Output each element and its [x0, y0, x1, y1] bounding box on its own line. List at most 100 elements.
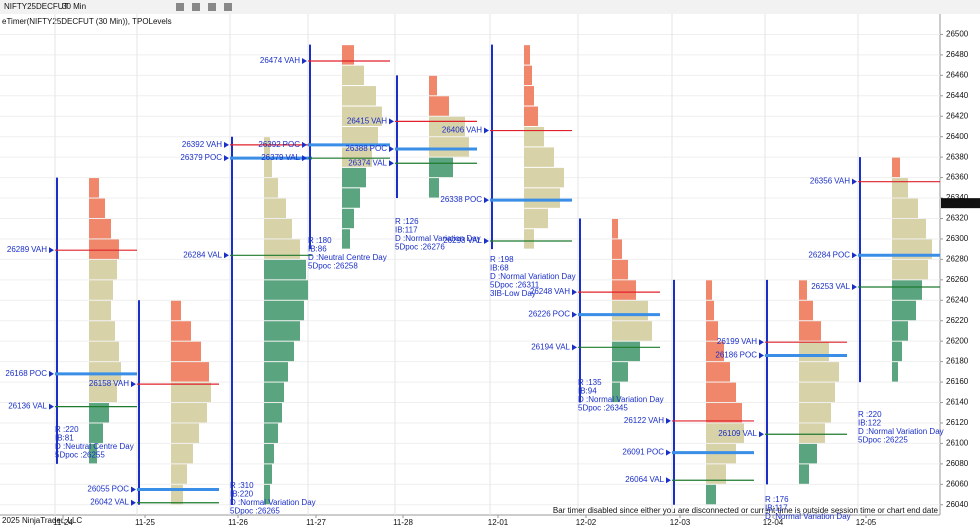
profile-bar	[89, 403, 109, 423]
session-note: IB:122	[858, 419, 882, 428]
profile-bar	[342, 229, 350, 249]
profile-bar	[171, 300, 181, 321]
session-note: 5Dpoc :26225	[858, 436, 908, 445]
session-note: R :176	[765, 495, 789, 504]
session-note: R :310	[230, 481, 254, 490]
level-value: 26379	[180, 153, 203, 162]
y-tick-label: 26440	[946, 91, 969, 100]
level-label: 26122 VAH	[624, 416, 664, 425]
profile-bar	[706, 403, 742, 423]
level-value: 26474	[260, 56, 283, 65]
profile-bar	[706, 423, 744, 443]
x-tick-label: 12-02	[576, 518, 597, 527]
profile-bar	[429, 75, 437, 96]
level-value: 26338	[440, 195, 463, 204]
level-value: 26284	[183, 250, 206, 259]
profile-bar	[264, 198, 286, 218]
y-tick-label: 26160	[946, 377, 969, 386]
profile-bar	[89, 443, 97, 464]
profile-bar	[264, 259, 306, 280]
profile-bar	[612, 300, 648, 321]
symbol[interactable]: NIFTY25DECFUT	[4, 2, 69, 11]
level-label: 26042 VAL	[90, 498, 129, 507]
level-marker	[484, 197, 489, 204]
session-note: IB:86	[308, 245, 327, 254]
profile-bar	[342, 106, 382, 126]
profile-bar	[892, 178, 908, 198]
level-kind: POC	[112, 485, 130, 494]
profile-bar	[892, 280, 922, 300]
level-label: 26392 VAH	[182, 140, 222, 149]
profile-bar	[171, 382, 211, 403]
level-label: 26298 VAL	[443, 236, 482, 245]
y-tick-label: 26200	[946, 336, 969, 345]
level-marker	[484, 237, 489, 244]
level-label: 26338 POC	[440, 195, 482, 204]
profile-bar	[429, 178, 439, 198]
level-label: 26248 VAH	[530, 287, 570, 296]
level-label: 26168 POC	[5, 369, 47, 378]
session-note: D :Normal Variation Day	[858, 427, 944, 436]
level-label: 26374 VAL	[348, 158, 387, 167]
level-marker	[224, 252, 229, 259]
level-kind: VAH	[206, 140, 222, 149]
session-note: R :220	[858, 410, 882, 419]
session-note: R :220	[55, 425, 79, 434]
profile-bar	[342, 147, 372, 167]
y-tick-label: 26140	[946, 398, 969, 407]
x-tick-label: 11-25	[135, 518, 155, 527]
profile-bar	[89, 280, 113, 300]
level-kind: VAH	[648, 416, 664, 425]
profile-bar	[264, 178, 278, 198]
level-value: 26284	[808, 250, 831, 259]
profile-bar	[892, 300, 916, 321]
profile-bar	[892, 218, 926, 239]
profile-bar	[524, 106, 538, 126]
toolbar	[0, 0, 980, 14]
session-note: D :Normal Variation Day	[230, 498, 316, 507]
level-marker	[49, 370, 54, 377]
session-note: D :Normal Variation Day	[765, 512, 851, 521]
y-tick-label: 26400	[946, 132, 969, 141]
profile-bar	[171, 423, 199, 443]
level-kind: VAH	[466, 126, 482, 135]
level-label: 26379 VAL	[261, 153, 300, 162]
profile-bar	[612, 362, 628, 382]
profile-bar	[264, 464, 272, 484]
profile-bar	[264, 157, 272, 178]
profile-bar	[892, 198, 918, 218]
profile-bar	[89, 423, 103, 443]
level-label: 26474 VAH	[260, 56, 300, 65]
chart-title: eTimer(NIFTY25DECFUT (30 Min)), TPOLevel…	[2, 17, 172, 26]
level-label: 26158 VAH	[89, 379, 129, 388]
interval[interactable]: 30 Min	[62, 2, 86, 11]
level-label: 26388 POC	[345, 144, 387, 153]
level-marker	[131, 486, 136, 493]
level-kind: POC	[205, 153, 223, 162]
profile-bar	[706, 362, 730, 382]
profile-bar	[264, 218, 292, 239]
profile-bar	[706, 464, 726, 484]
level-kind: POC	[833, 250, 851, 259]
session-note: 5Dpoc :26265	[230, 507, 280, 516]
profile-bar	[89, 362, 121, 382]
level-label: 26064 VAL	[625, 475, 664, 484]
level-value: 26194	[531, 342, 554, 351]
profile-bar	[342, 45, 354, 65]
level-value: 26388	[345, 144, 368, 153]
profile-bar	[892, 321, 908, 341]
level-kind: VAL	[207, 250, 222, 259]
level-marker	[666, 417, 671, 424]
level-kind: VAL	[742, 429, 757, 438]
level-kind: POC	[647, 448, 665, 457]
profile-bar	[799, 362, 839, 382]
level-label: 26186 POC	[715, 351, 757, 360]
profile-bar	[892, 259, 928, 280]
level-kind: POC	[465, 195, 483, 204]
profile-bar	[429, 137, 469, 157]
profile-bar	[264, 321, 300, 341]
x-tick-label: 12-04	[763, 518, 784, 527]
y-tick-label: 26120	[946, 418, 969, 427]
level-kind: VAL	[372, 158, 387, 167]
copyright: 2025 NinjaTrader, LLC	[2, 516, 82, 525]
